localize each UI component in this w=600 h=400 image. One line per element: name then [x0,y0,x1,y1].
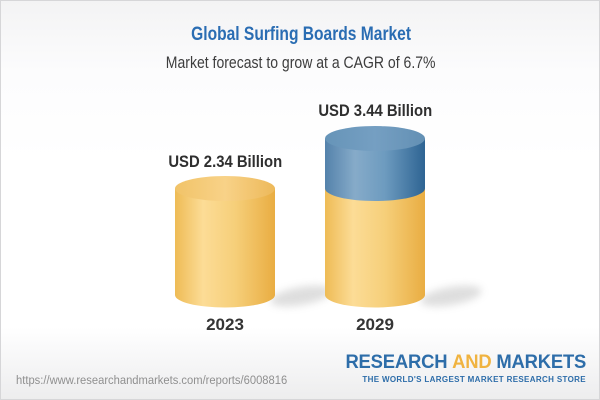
logo-word-and: AND [452,352,492,373]
logo-wordmark: RESEARCH AND MARKETS [345,352,586,373]
logo-tagline: THE WORLD'S LARGEST MARKET RESEARCH STOR… [362,375,586,384]
page-title: Global Surfing Boards Market [1,24,599,46]
category-label-2029: 2029 [356,315,394,334]
logo-word-research: RESEARCH [345,352,448,373]
page-title-text: Global Surfing Boards Market [191,24,411,45]
page-subtitle: Market forecast to grow at a CAGR of 6.7… [1,53,599,73]
report-url-link[interactable]: https://www.researchandmarkets.com/repor… [16,373,288,387]
research-and-markets-logo: RESEARCH AND MARKETS THE WORLD'S LARGEST… [338,352,586,384]
value-label-2023: USD 2.34 Billion [168,152,282,171]
category-label-2023: 2023 [206,315,244,334]
logo-word-markets: MARKETS [496,352,586,373]
page-subtitle-text: Market forecast to grow at a CAGR of 6.7… [166,54,436,72]
value-label-2029: USD 3.44 Billion [318,102,432,121]
